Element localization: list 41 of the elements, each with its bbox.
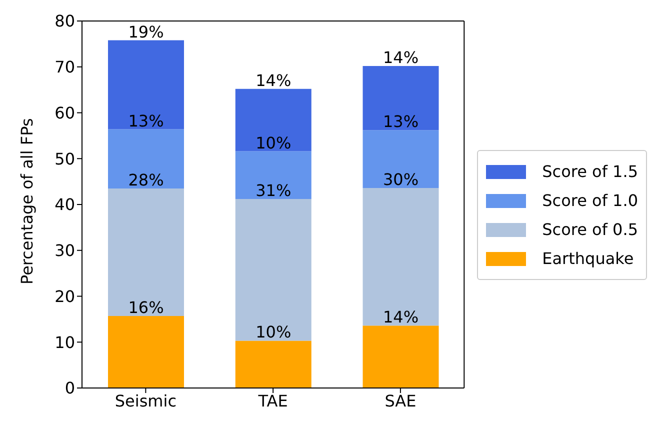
- legend-label: Earthquake: [542, 249, 634, 268]
- data-label: 10%: [256, 322, 292, 342]
- bar: [108, 129, 184, 188]
- x-tick-label: SAE: [384, 391, 416, 410]
- bar: [362, 66, 439, 130]
- bar: [108, 316, 184, 388]
- data-label: 10%: [256, 133, 292, 152]
- bar: [235, 88, 312, 152]
- data-label: 14%: [256, 70, 292, 90]
- y-tick-label: 0: [64, 378, 75, 398]
- data-label: 16%: [128, 298, 164, 317]
- data-label: 13%: [382, 112, 419, 132]
- legend-label: Score of 1.5: [542, 162, 638, 181]
- bar: [362, 326, 439, 388]
- bar: [108, 40, 184, 130]
- bar: [235, 151, 312, 199]
- bar: [235, 340, 312, 388]
- y-tick-label: 50: [54, 149, 75, 168]
- data-label: 13%: [128, 111, 164, 130]
- data-label: 19%: [128, 22, 164, 42]
- y-tick-label: 40: [54, 195, 75, 214]
- bar: [108, 188, 184, 316]
- bar: [362, 188, 439, 326]
- data-label: 30%: [382, 170, 419, 189]
- data-label: 31%: [256, 180, 292, 200]
- y-tick-label: 20: [54, 286, 75, 306]
- data-label: 28%: [128, 170, 164, 190]
- legend-label: Score of 1.0: [542, 191, 638, 210]
- y-tick-label: 10: [54, 332, 75, 352]
- y-tick-label: 30: [54, 241, 75, 260]
- y-axis-title: Percentage of all FPs: [18, 118, 37, 284]
- x-tick-label: Seismic: [114, 391, 176, 410]
- legend-label: Score of 0.5: [542, 220, 638, 239]
- y-tick-label: 80: [54, 12, 75, 31]
- data-label: 14%: [382, 308, 419, 327]
- bar: [235, 198, 312, 341]
- y-tick-label: 60: [54, 103, 75, 122]
- data-label: 14%: [382, 48, 419, 67]
- bar: [362, 130, 439, 188]
- x-tick-label: TAE: [257, 391, 288, 410]
- y-tick-label: 70: [54, 58, 75, 77]
